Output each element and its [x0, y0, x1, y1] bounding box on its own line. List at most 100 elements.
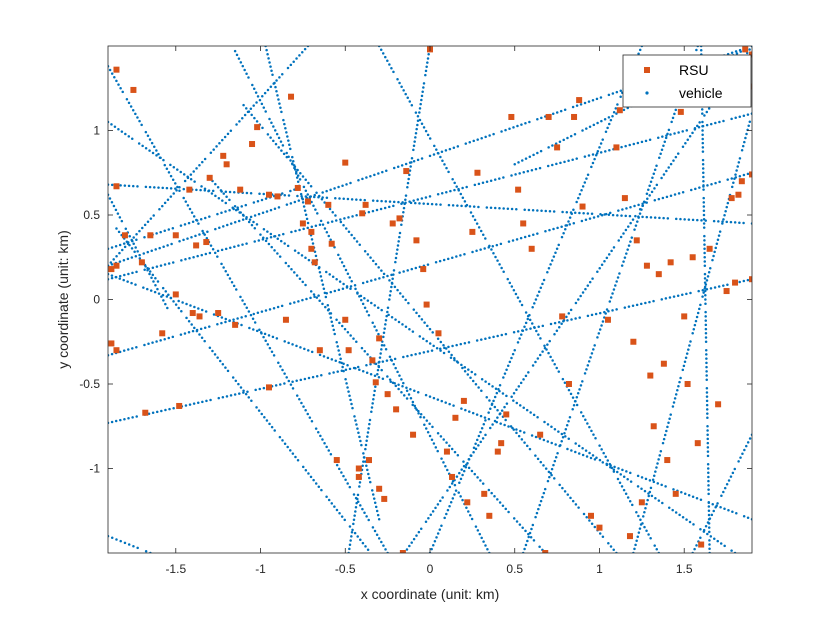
vehicle-point — [581, 380, 584, 383]
vehicle-point — [242, 389, 245, 393]
vehicle-point — [390, 66, 393, 70]
vehicle-point — [619, 235, 623, 239]
vehicle-point — [386, 306, 390, 310]
vehicle-point — [342, 264, 346, 268]
vehicle-point — [225, 395, 229, 398]
vehicle-point — [433, 540, 437, 543]
vehicle-point — [471, 411, 475, 415]
rsu-point — [308, 245, 315, 252]
rsu-point — [596, 524, 603, 531]
vehicle-point — [345, 285, 349, 288]
vehicle-point — [439, 155, 442, 159]
vehicle-point — [510, 174, 513, 177]
vehicle-point — [672, 159, 675, 162]
vehicle-point — [571, 408, 574, 411]
vehicle-point — [315, 191, 318, 195]
vehicle-point — [356, 497, 359, 501]
vehicle-point — [613, 465, 616, 469]
vehicle-point — [309, 185, 313, 188]
vehicle-point — [337, 349, 340, 352]
vehicle-point — [151, 151, 155, 155]
vehicle-point — [193, 326, 196, 330]
rsu-point — [481, 490, 488, 497]
vehicle-point — [426, 324, 429, 328]
vehicle-point — [609, 118, 613, 122]
vehicle-point — [704, 525, 708, 528]
vehicle-point — [574, 400, 577, 403]
vehicle-point — [328, 207, 332, 211]
vehicle-point — [626, 496, 630, 499]
vehicle-point — [161, 286, 165, 290]
vehicle-point — [554, 251, 557, 254]
vehicle-point — [671, 405, 675, 408]
vehicle-point — [180, 310, 183, 313]
vehicle-point — [651, 478, 655, 482]
vehicle-point — [273, 429, 276, 432]
vehicle-point — [305, 217, 309, 221]
rsu-point — [325, 201, 332, 208]
vehicle-point — [135, 238, 138, 242]
rsu-point — [369, 357, 376, 364]
vehicle-point — [218, 226, 221, 229]
vehicle-point — [558, 140, 562, 144]
vehicle-point — [526, 539, 529, 543]
vehicle-point — [671, 508, 674, 512]
vehicle-point — [365, 439, 368, 443]
rsu-point — [508, 113, 515, 120]
vehicle-point — [480, 426, 484, 430]
vehicle-point — [410, 161, 413, 164]
vehicle-point — [522, 431, 526, 434]
vehicle-point — [127, 543, 131, 546]
vehicle-point — [532, 233, 535, 236]
vehicle-point — [270, 121, 273, 125]
vehicle-point — [384, 323, 387, 326]
vehicle-point — [582, 212, 585, 215]
vehicle-point — [575, 396, 579, 399]
vehicle-point — [155, 265, 159, 268]
vehicle-point — [704, 319, 707, 322]
vehicle-point — [529, 411, 532, 414]
vehicle-point — [243, 302, 246, 306]
vehicle-point — [438, 528, 442, 531]
vehicle-point — [653, 168, 657, 172]
vehicle-point — [304, 189, 308, 192]
rsu-point — [362, 201, 369, 208]
vehicle-point — [326, 221, 330, 224]
vehicle-point — [553, 459, 557, 463]
vehicle-point — [383, 327, 386, 330]
vehicle-point — [743, 448, 746, 452]
vehicle-point — [312, 204, 315, 208]
vehicle-point — [701, 133, 704, 136]
vehicle-point — [416, 119, 420, 123]
vehicle-point — [318, 271, 322, 274]
vehicle-point — [167, 228, 171, 231]
vehicle-point — [161, 186, 164, 190]
vehicle-point — [120, 130, 124, 133]
vehicle-point — [603, 260, 606, 263]
vehicle-point — [209, 244, 213, 247]
vehicle-point — [498, 177, 501, 180]
vehicle-point — [629, 471, 632, 475]
vehicle-point — [376, 368, 380, 372]
vehicle-point — [222, 192, 226, 195]
vehicle-point — [419, 527, 423, 530]
vehicle-point — [703, 281, 707, 284]
vehicle-point — [500, 130, 503, 133]
vehicle-point — [392, 204, 395, 208]
vehicle-point — [639, 518, 642, 521]
vehicle-point — [459, 477, 463, 481]
vehicle-point — [514, 292, 518, 296]
vehicle-point — [705, 279, 709, 282]
vehicle-point — [563, 381, 567, 385]
vehicle-point — [183, 223, 187, 226]
vehicle-point — [228, 198, 231, 202]
vehicle-point — [650, 494, 654, 498]
vehicle-point — [444, 464, 447, 468]
vehicle-point — [153, 186, 156, 189]
vehicle-point — [747, 124, 750, 128]
vehicle-point — [275, 132, 279, 136]
vehicle-point — [130, 256, 134, 259]
vehicle-point — [414, 136, 417, 139]
vehicle-point — [354, 367, 357, 370]
vehicle-point — [419, 413, 423, 416]
